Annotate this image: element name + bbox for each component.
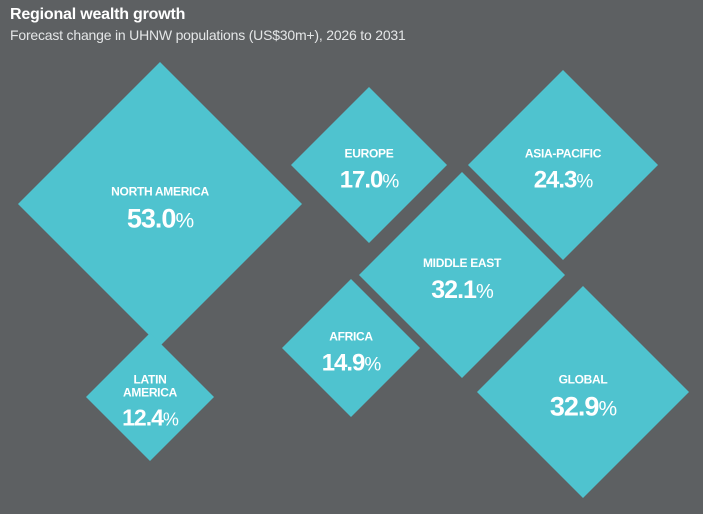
value-label: 17.0%	[340, 167, 400, 194]
value-label: 24.3%	[534, 167, 594, 194]
region-asia-pacific: ASIA-PACIFIC 24.3%	[468, 70, 658, 260]
diamond-north-america	[18, 62, 302, 346]
diamond-europe	[291, 87, 447, 243]
chart-subtitle: Forecast change in UHNW populations (US$…	[10, 27, 406, 43]
chart-title: Regional wealth growth	[10, 6, 186, 23]
region-europe: EUROPE 17.0%	[291, 87, 447, 243]
region-label: GLOBAL	[559, 372, 608, 386]
value-label: 32.9%	[550, 392, 617, 422]
value-label: 53.0%	[127, 204, 194, 234]
region-africa: AFRICA 14.9%	[282, 279, 420, 417]
diamond-latin-america	[86, 333, 214, 461]
region-label: LATIN	[134, 372, 167, 386]
region-label: EUROPE	[345, 147, 394, 161]
region-label: AFRICA	[329, 330, 373, 344]
diamond-africa	[282, 279, 420, 417]
region-global: GLOBAL 32.9%	[477, 286, 689, 498]
region-label: AMERICA	[123, 385, 178, 399]
region-middle-east: MIDDLE EAST 32.1%	[359, 172, 565, 378]
value-label: 32.1%	[431, 276, 494, 304]
diamond-asia-pacific	[468, 70, 658, 260]
value-label: 14.9%	[322, 350, 382, 377]
region-label: ASIA-PACIFIC	[525, 147, 602, 161]
region-north-america: NORTH AMERICA 53.0%	[18, 62, 302, 346]
value-label: 12.4%	[122, 405, 179, 431]
diamond-middle-east	[359, 172, 565, 378]
diamond-global	[477, 286, 689, 498]
region-label: MIDDLE EAST	[423, 256, 502, 270]
region-label: NORTH AMERICA	[111, 184, 209, 198]
